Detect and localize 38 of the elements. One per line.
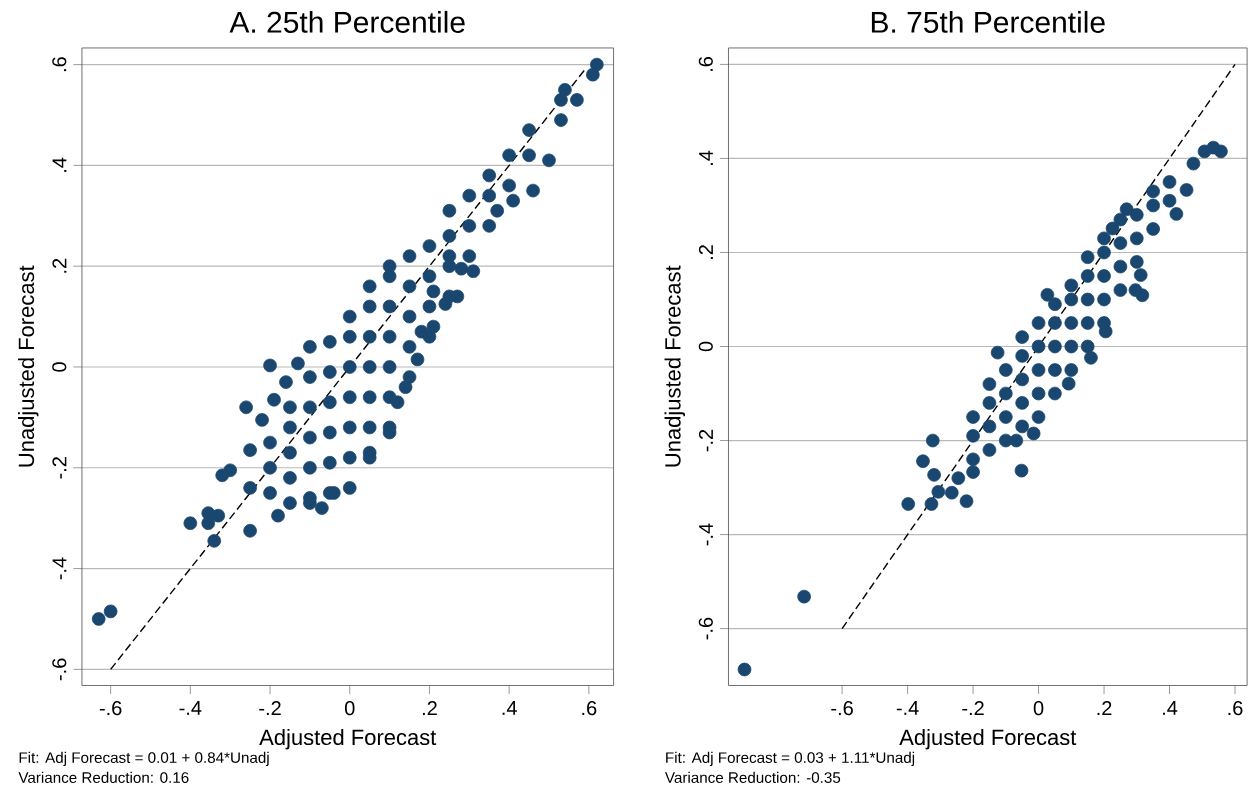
- x-tick-label: -.6: [99, 700, 122, 716]
- y-tick-label: .2: [52, 258, 67, 273]
- x-tick-label: -.4: [179, 700, 202, 715]
- x-axis-title: Adjusted Forecast: [899, 728, 1077, 750]
- chart-title: A. 25th Percentile: [229, 10, 465, 33]
- y-tick-label: -.2: [52, 456, 67, 479]
- x-tick-label: .4: [502, 700, 517, 715]
- y-tick-label: .6: [52, 56, 67, 71]
- x-tick-label: -.6: [831, 700, 853, 716]
- text: Variance Reduction: -0.35: [664, 771, 841, 783]
- x-tick-label: 0: [1033, 700, 1044, 716]
- x-tick-label: .6: [582, 700, 597, 716]
- y-tick-label: -.4: [699, 523, 713, 546]
- text: Variance Reduction: 0.16: [18, 771, 189, 783]
- y-tick-label: -.4: [52, 557, 67, 580]
- y-tick-label: -.6: [52, 658, 67, 680]
- y-tick-label: -.2: [698, 429, 713, 452]
- x-tick-label: .4: [1163, 700, 1178, 715]
- y-tick-label: -.6: [698, 617, 713, 640]
- text: Fit: Adj Forecast = 0.01 + 0.84*Unadj: [19, 751, 269, 766]
- x-tick-label: -.2: [962, 700, 984, 715]
- y-tick-label: .2: [698, 244, 713, 259]
- x-tick-label: -.2: [259, 700, 281, 715]
- y-tick-label: .4: [52, 157, 67, 172]
- y-tick-label: 0: [698, 341, 713, 352]
- x-tick-label: .2: [1097, 700, 1112, 715]
- y-tick-label: 0: [52, 361, 67, 372]
- y-axis-title: Unadjusted Forecast: [18, 265, 39, 467]
- x-axis-title: Adjusted Forecast: [259, 728, 437, 750]
- x-tick-label: 0: [344, 700, 355, 716]
- chart-title: B. 75th Percentile: [871, 10, 1105, 33]
- x-tick-label: -.4: [896, 700, 919, 715]
- x-tick-label: .6: [1228, 700, 1243, 716]
- y-axis-title: Unadjusted Forecast: [664, 265, 685, 467]
- y-tick-label: .6: [698, 56, 713, 71]
- text: Fit: Adj Forecast = 0.03 + 1.11*Unadj: [666, 751, 915, 766]
- x-tick-label: .2: [422, 700, 437, 715]
- y-tick-label: .4: [699, 150, 713, 165]
